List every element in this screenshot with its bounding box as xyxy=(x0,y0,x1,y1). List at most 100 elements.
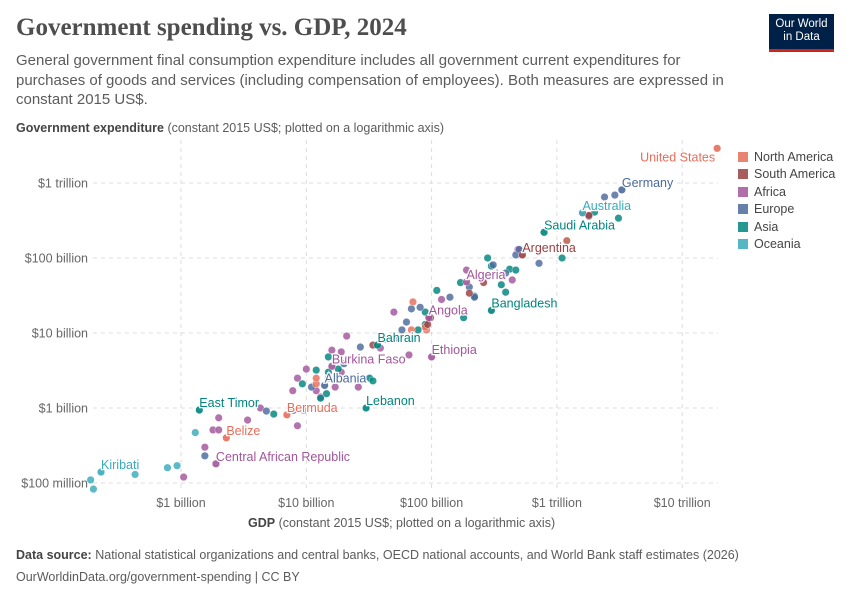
legend-label: Asia xyxy=(754,219,779,234)
data-point xyxy=(406,334,415,343)
y-axis-label: Government expenditure (constant 2015 US… xyxy=(16,121,444,135)
legend-item[interactable]: Asia xyxy=(738,218,835,236)
data-point xyxy=(483,253,492,262)
data-source-label: Data source: xyxy=(16,548,92,562)
data-point xyxy=(558,253,567,262)
data-point xyxy=(293,421,302,430)
legend-swatch xyxy=(738,239,748,250)
data-point xyxy=(356,343,365,352)
data-point xyxy=(437,295,446,304)
data-point xyxy=(312,366,321,375)
x-tick-label: $100 billion xyxy=(400,496,463,510)
data-point xyxy=(324,368,333,377)
data-point-labeled xyxy=(282,410,291,419)
data-point xyxy=(465,289,474,298)
legend-item[interactable]: Europe xyxy=(738,201,835,219)
y-axis-label-rest: (constant 2015 US$; plotted on a logarit… xyxy=(167,121,444,135)
data-point xyxy=(445,293,454,302)
point-label: Ethiopia xyxy=(432,343,477,357)
x-tick-label: $10 trillion xyxy=(654,496,711,510)
data-point xyxy=(214,425,223,434)
y-tick-label: $100 billion xyxy=(25,252,88,266)
data-point xyxy=(501,269,510,278)
data-point xyxy=(423,320,432,329)
data-point xyxy=(614,214,623,223)
data-point xyxy=(312,374,321,383)
source-url-link[interactable]: OurWorldinData.org/government-spending |… xyxy=(16,570,300,584)
data-point xyxy=(508,275,517,284)
legend-swatch xyxy=(738,186,748,197)
point-label: Argentina xyxy=(522,241,576,255)
point-label: Burkina Faso xyxy=(332,352,406,366)
point-label: Bangladesh xyxy=(491,296,557,310)
chart-title: Government spending vs. GDP, 2024 xyxy=(16,14,407,41)
y-axis-label-bold: Government expenditure xyxy=(16,121,164,135)
point-label: Albania xyxy=(325,371,367,385)
data-point-labeled xyxy=(373,341,382,350)
chart-subtitle: General government final consumption exp… xyxy=(16,52,724,108)
data-point-labeled xyxy=(424,313,433,322)
data-point xyxy=(489,260,498,269)
point-label: Germany xyxy=(622,176,674,190)
data-point xyxy=(89,485,98,494)
data-point xyxy=(243,416,252,425)
legend-item[interactable]: Oceania xyxy=(738,236,835,254)
data-point xyxy=(354,383,363,392)
data-point xyxy=(298,379,307,388)
data-point xyxy=(331,383,340,392)
data-point xyxy=(324,352,333,361)
data-point xyxy=(416,303,425,312)
point-label: Bahrain xyxy=(377,331,420,345)
data-point xyxy=(511,266,520,275)
data-point-labeled xyxy=(97,468,106,477)
data-point xyxy=(302,365,311,374)
x-axis-label-rest: (constant 2015 US$; plotted on a logarit… xyxy=(278,516,556,530)
owid-logo[interactable]: Our World in Data xyxy=(769,14,834,52)
data-point xyxy=(337,347,346,356)
y-tick-label: $10 billion xyxy=(32,327,88,341)
data-point xyxy=(479,278,488,287)
data-point-labeled xyxy=(222,433,231,442)
data-point xyxy=(289,406,298,415)
legend-label: South America xyxy=(754,167,836,182)
data-point xyxy=(459,313,468,322)
data-point xyxy=(389,308,398,317)
x-tick-label: $1 trillion xyxy=(532,496,582,510)
legend-label: Europe xyxy=(754,202,795,217)
legend-label: Africa xyxy=(754,184,786,199)
data-point xyxy=(397,325,406,334)
data-point xyxy=(131,470,140,479)
data-point xyxy=(501,288,510,297)
data-point xyxy=(327,346,336,355)
point-label: Algeria xyxy=(467,268,506,282)
point-label: Australia xyxy=(582,199,631,213)
point-label: Bermuda xyxy=(287,401,338,415)
data-point xyxy=(462,266,471,275)
legend-label: North America xyxy=(754,149,834,164)
data-point xyxy=(288,386,297,395)
data-point-labeled xyxy=(540,228,549,237)
data-source-text: National statistical organizations and c… xyxy=(95,548,739,562)
x-axis-label: GDP (constant 2015 US$; plotted on a log… xyxy=(248,516,555,530)
data-point-labeled xyxy=(362,404,371,413)
data-point-labeled xyxy=(578,208,587,217)
data-point xyxy=(200,443,209,452)
point-label: Kiribati xyxy=(101,458,139,472)
data-point xyxy=(179,473,188,482)
data-point xyxy=(163,463,172,472)
data-point xyxy=(299,406,308,415)
data-point-labeled xyxy=(487,306,496,315)
data-point xyxy=(368,376,377,385)
data-point-labeled xyxy=(195,406,204,415)
data-point xyxy=(200,451,209,460)
legend-item[interactable]: Africa xyxy=(738,183,835,201)
legend-item[interactable]: South America xyxy=(738,166,835,184)
data-point xyxy=(173,461,182,470)
data-point xyxy=(214,413,223,422)
data-point xyxy=(407,325,416,334)
legend-item[interactable]: North America xyxy=(738,148,835,166)
data-point-labeled xyxy=(427,352,436,361)
data-source: Data source: National statistical organi… xyxy=(16,548,739,562)
y-tick-label: $1 billion xyxy=(39,402,88,416)
